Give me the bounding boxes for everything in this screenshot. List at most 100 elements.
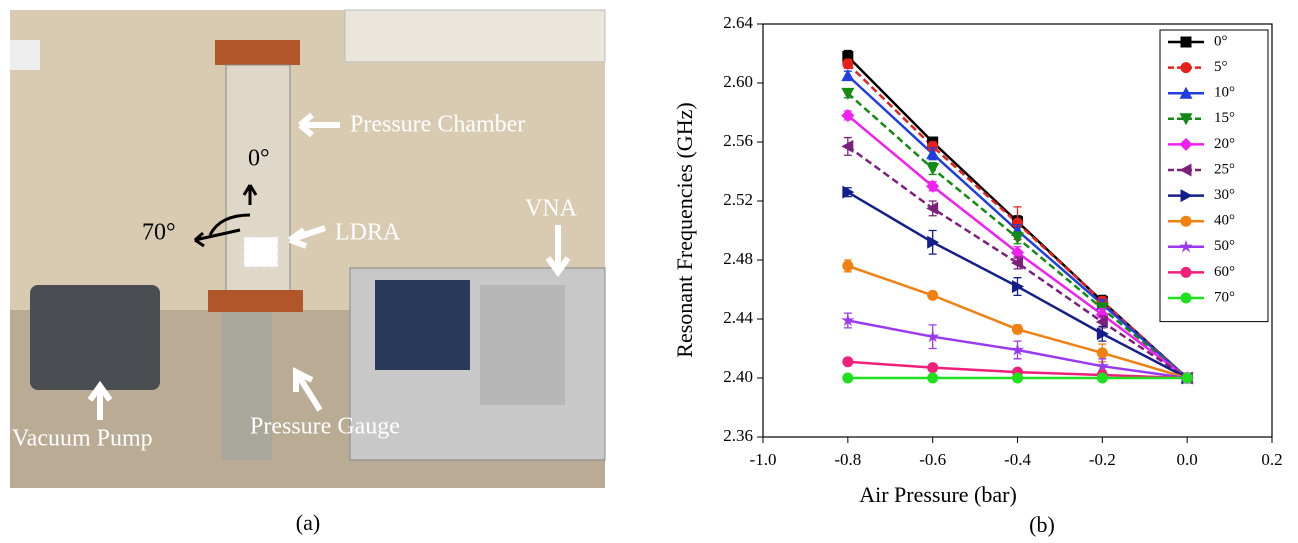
y-tick-label: 2.64 xyxy=(723,13,753,32)
arrow xyxy=(298,112,340,138)
ldra-box xyxy=(243,236,279,268)
legend-marker xyxy=(1179,163,1192,177)
legend-marker xyxy=(1180,215,1192,227)
photo-label: Vacuum Pump xyxy=(12,426,153,452)
x-tick-label: -0.2 xyxy=(1089,450,1116,469)
caption: (a) xyxy=(296,510,320,535)
marker xyxy=(926,329,940,343)
x-tick-label: -0.4 xyxy=(1004,450,1031,469)
marker xyxy=(1011,232,1024,245)
photo-label: VNA xyxy=(525,196,578,222)
photo-label: Pressure Gauge xyxy=(250,414,400,440)
marker xyxy=(842,185,855,199)
marker xyxy=(926,163,940,176)
series-line xyxy=(847,145,1188,380)
legend-label: 5° xyxy=(1214,59,1228,75)
legend-label: 15° xyxy=(1214,110,1235,126)
marker xyxy=(842,356,854,368)
marker xyxy=(927,289,939,301)
arrow xyxy=(288,225,326,249)
marker xyxy=(841,69,855,82)
legend-marker xyxy=(1179,239,1193,253)
marker xyxy=(842,260,854,272)
caption: (b) xyxy=(1029,512,1055,537)
legend-marker xyxy=(1180,36,1192,48)
stand xyxy=(222,312,272,460)
marker xyxy=(1011,246,1024,260)
marker xyxy=(926,147,940,160)
marker xyxy=(1095,315,1108,329)
chamber-lid xyxy=(215,40,300,65)
legend-label: 25° xyxy=(1214,161,1235,177)
legend-marker xyxy=(1180,266,1192,278)
y-axis-label: Resonant Frequencies (GHz) xyxy=(672,102,697,357)
arrow xyxy=(87,380,113,420)
legend-label: 60° xyxy=(1214,264,1235,280)
vna-keypad xyxy=(480,285,565,405)
marker xyxy=(1010,342,1025,356)
legend-marker xyxy=(1179,137,1193,151)
legend-marker xyxy=(1180,292,1192,304)
photo-label: Pressure Chamber xyxy=(350,112,525,138)
legend-label: 50° xyxy=(1214,238,1235,254)
y-tick-label: 2.44 xyxy=(723,308,753,327)
legend-label: 0° xyxy=(1214,33,1228,49)
marker xyxy=(841,87,855,100)
marker xyxy=(1012,217,1023,229)
photo-label: LDRA xyxy=(335,220,401,246)
legend-label: 40° xyxy=(1214,213,1235,229)
x-tick-label: 0.2 xyxy=(1261,450,1282,469)
marker xyxy=(1095,359,1109,372)
y-tick-label: 2.40 xyxy=(723,367,753,386)
x-tick-label: -0.6 xyxy=(919,450,946,469)
y-tick-label: 2.48 xyxy=(723,249,753,268)
y-tick-label: 2.52 xyxy=(723,190,753,209)
marker xyxy=(842,372,854,384)
socket xyxy=(10,40,40,70)
chart: Air Pressure (bar) Resonant Frequencies … xyxy=(672,13,1283,537)
photo-label: 70° xyxy=(142,220,176,246)
legend-label: 70° xyxy=(1214,289,1235,305)
marker xyxy=(1012,323,1023,335)
legend-label: 20° xyxy=(1214,136,1235,152)
y-tick-label: 2.56 xyxy=(723,131,753,150)
marker xyxy=(1011,256,1023,270)
marker xyxy=(841,108,855,122)
marker xyxy=(841,313,855,327)
marker xyxy=(926,201,939,215)
marker xyxy=(1012,280,1024,294)
angle-arrows xyxy=(208,184,258,236)
marker xyxy=(1096,327,1109,341)
marker xyxy=(842,50,854,62)
arrow xyxy=(545,225,571,278)
x-tick-label: 0.0 xyxy=(1177,450,1198,469)
marker xyxy=(927,140,939,152)
photo: Pressure Chamber 0° 70° LDRA VNA Vacuum … xyxy=(10,9,606,535)
arrow xyxy=(293,367,323,412)
legend-marker xyxy=(1179,86,1193,99)
chamber-base xyxy=(208,290,303,312)
x-tick-label: -1.0 xyxy=(750,450,777,469)
x-axis-label: Air Pressure (bar) xyxy=(859,482,1017,507)
marker xyxy=(1012,372,1023,384)
marker xyxy=(926,179,940,193)
legend-label: 10° xyxy=(1214,85,1235,101)
marker xyxy=(1096,347,1108,359)
legend-label: 30° xyxy=(1214,187,1235,203)
vacuum-pump xyxy=(30,285,160,390)
whiteboard xyxy=(344,9,606,63)
legend-marker xyxy=(1180,189,1193,203)
legend-marker xyxy=(1180,62,1192,74)
y-tick-label: 2.36 xyxy=(723,426,753,445)
photo-label: 0° xyxy=(248,146,270,172)
marker xyxy=(927,372,939,384)
x-tick-label: -0.8 xyxy=(834,450,861,469)
marker xyxy=(927,362,939,374)
marker xyxy=(841,139,854,153)
legend-marker xyxy=(1179,113,1193,126)
marker xyxy=(1181,372,1193,384)
marker xyxy=(927,235,940,249)
angle-arrow-70 xyxy=(194,228,241,248)
vna-screen xyxy=(375,280,470,370)
